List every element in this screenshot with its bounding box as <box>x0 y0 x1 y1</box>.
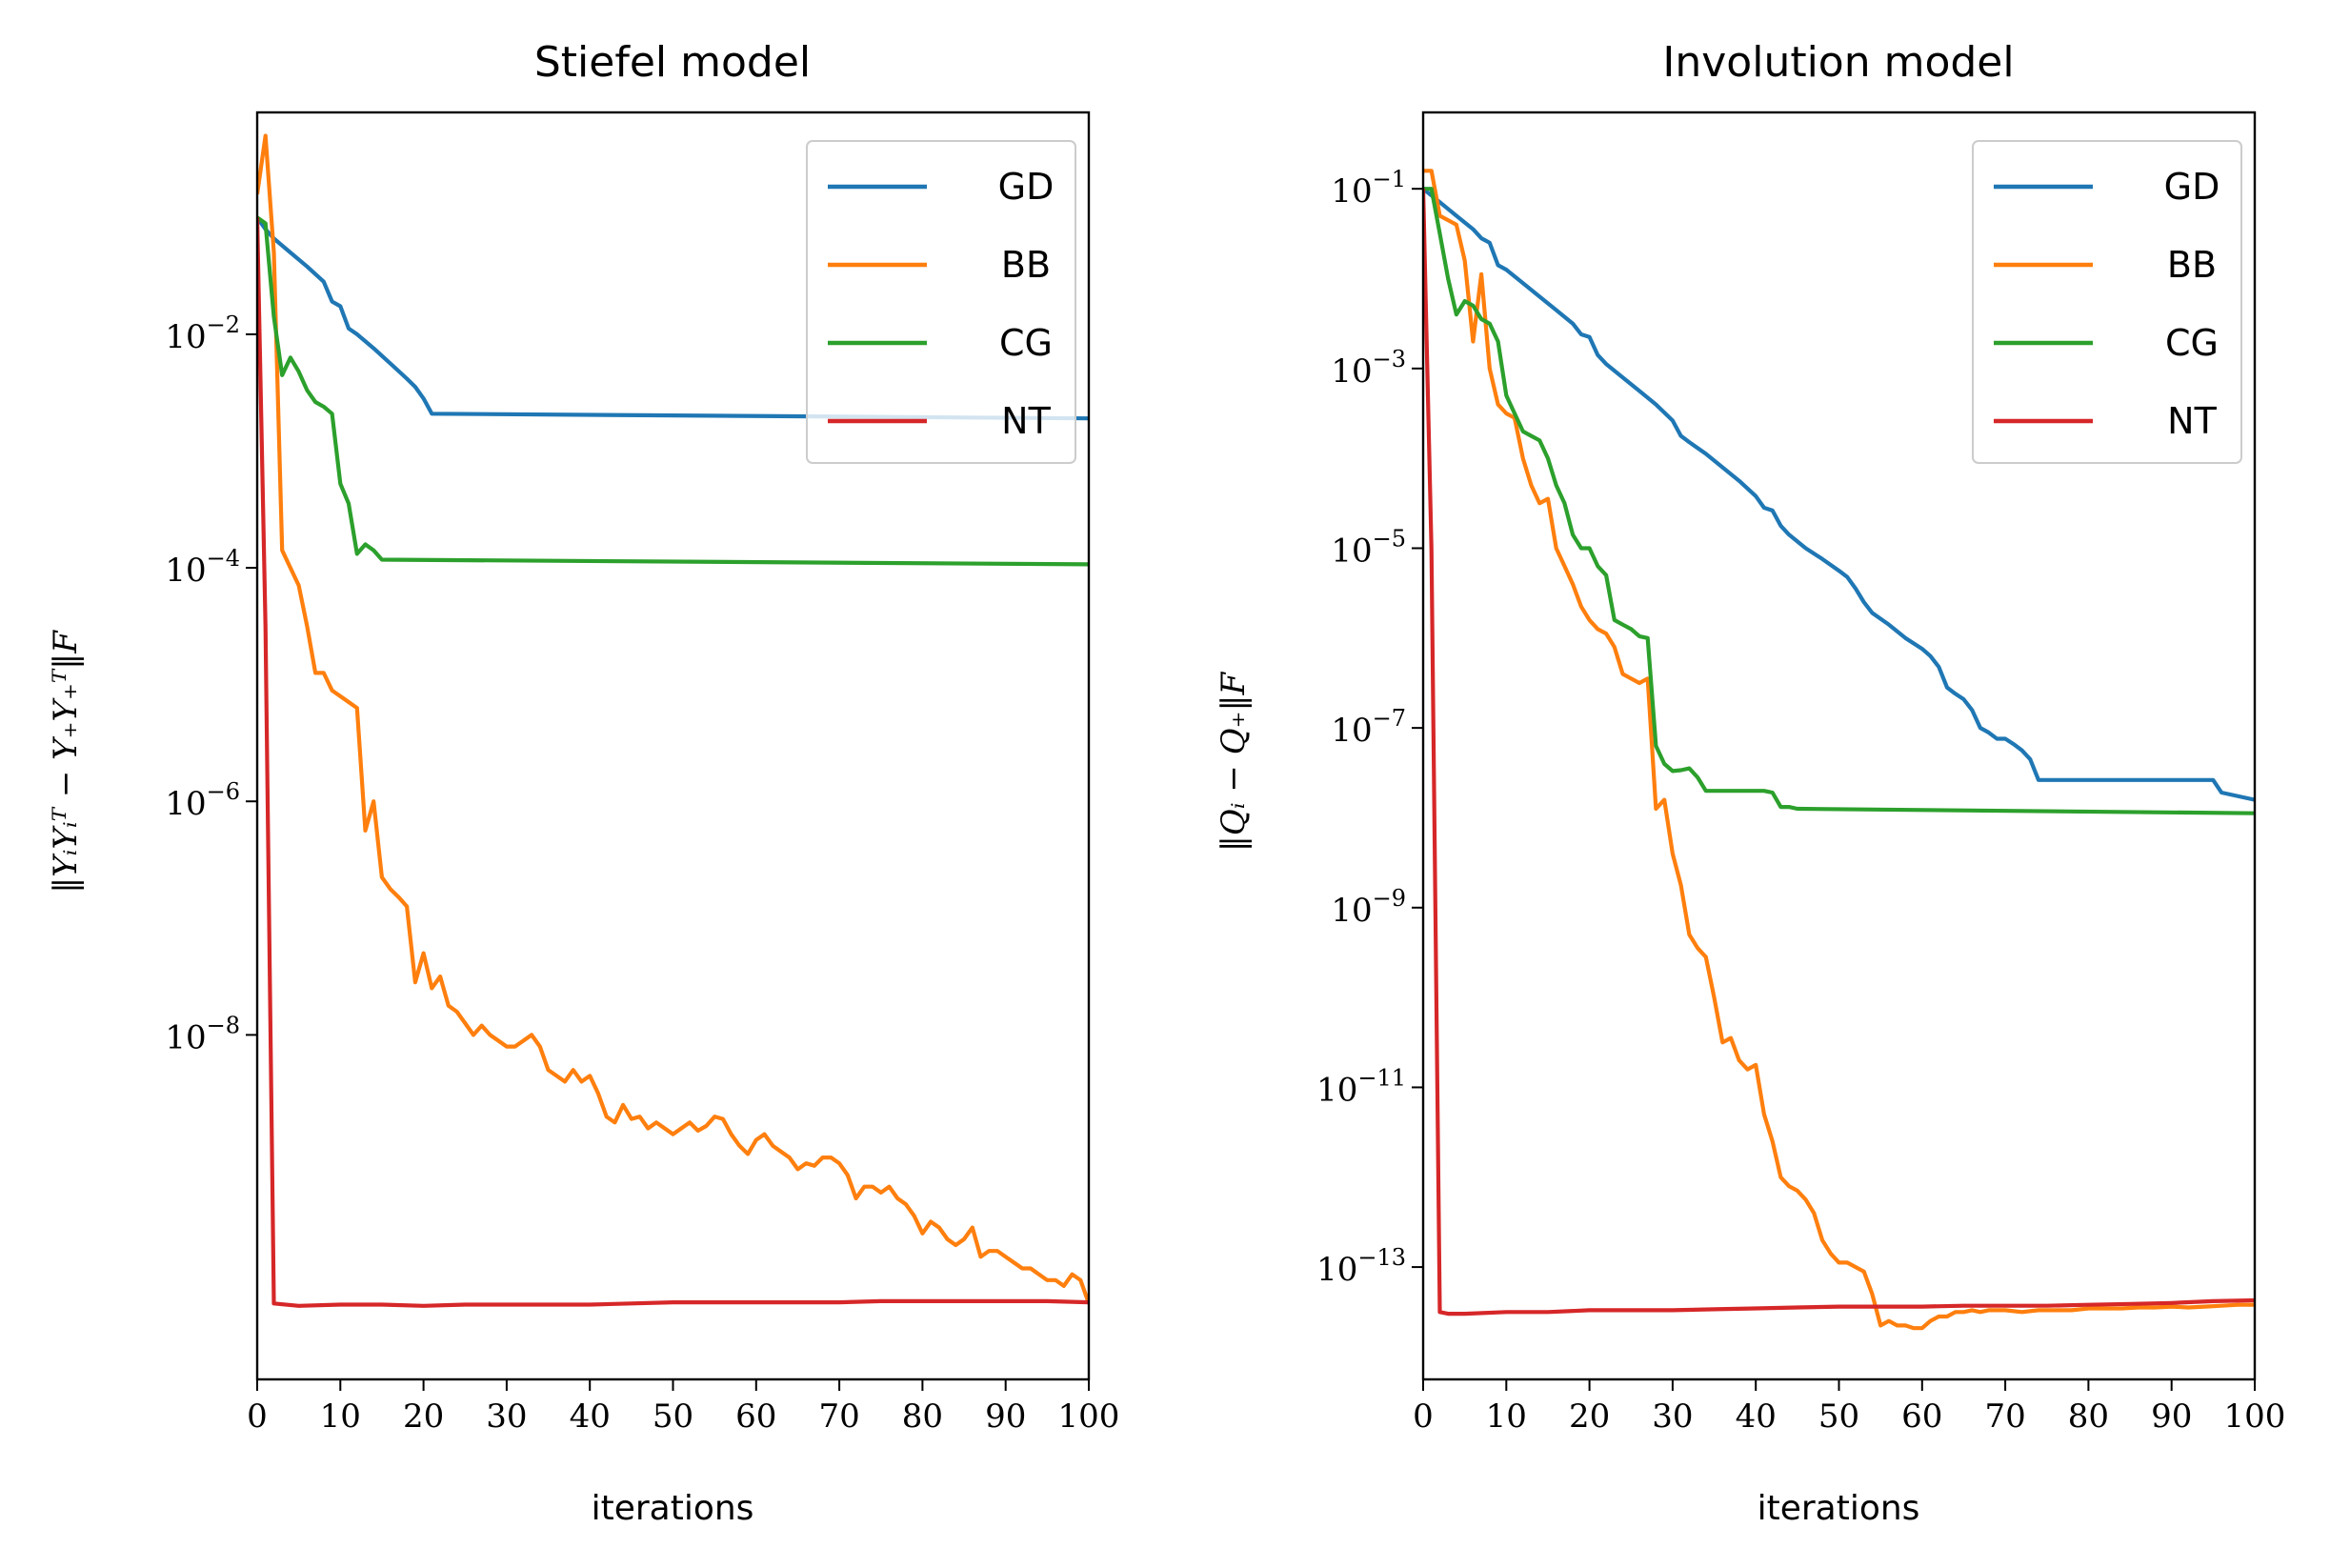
stiefel-xtick-label: 50 <box>653 1397 693 1436</box>
involution-legend-label-gd: GD <box>2164 166 2220 208</box>
involution-xtick-label: 80 <box>2068 1397 2109 1436</box>
stiefel-ytick-label: 10−8 <box>165 1012 240 1056</box>
stiefel-series-gd <box>257 216 1089 421</box>
stiefel-series-nt <box>257 217 1089 1308</box>
stiefel-xlabel: iterations <box>592 1489 754 1528</box>
stiefel-ytick-label: 10−6 <box>165 778 240 823</box>
stiefel-xtick-label: 10 <box>320 1397 361 1436</box>
involution-xtick-label: 90 <box>2151 1397 2192 1436</box>
involution-series-cg <box>1423 187 2255 815</box>
involution-ytick-label: 10−5 <box>1331 525 1406 570</box>
involution-series-bb <box>1423 169 2255 1331</box>
stiefel-legend-label-nt: NT <box>1001 400 1051 442</box>
involution-ytick-label: 10−7 <box>1331 705 1406 750</box>
involution-xtick-label: 0 <box>1413 1397 1434 1436</box>
stiefel-ytick-label: 10−4 <box>165 545 240 590</box>
involution-series-gd <box>1423 187 2255 802</box>
stiefel-xtick-label: 30 <box>486 1397 527 1436</box>
involution-axes-frame <box>1421 111 2257 1381</box>
involution-legend-label-bb: BB <box>2167 244 2217 286</box>
involution-xtick-label: 40 <box>1736 1397 1777 1436</box>
involution-series-nt <box>1423 189 2255 1317</box>
stiefel-axes-frame <box>255 111 1091 1381</box>
involution-xtick-label: 30 <box>1652 1397 1693 1436</box>
involution-legend-label-nt: NT <box>2167 400 2217 442</box>
involution-title: Involution model <box>1662 38 2014 87</box>
involution-ticks: 0 10 20 30 40 50 60 70 80 90 100 10−1 10−3 10−5 10−7 10… <box>1316 166 2285 1436</box>
involution-ytick-label: 10−1 <box>1331 166 1406 211</box>
involution-plot-area <box>1423 169 2255 1331</box>
stiefel-legend-label-bb: BB <box>1001 244 1051 286</box>
stiefel-legend-box <box>806 140 1076 464</box>
stiefel-panel: Stiefel model iterations ‖YᵢYᵢᵀ − Y₊Y₊ᵀ‖… <box>47 38 1119 1528</box>
involution-ytick-label: 10−9 <box>1331 885 1406 930</box>
stiefel-legend-label-cg: CG <box>999 322 1053 364</box>
involution-legend-box <box>1972 140 2242 464</box>
stiefel-xtick-label: 70 <box>818 1397 859 1436</box>
stiefel-series-bb <box>257 133 1089 1305</box>
stiefel-ylabel: ‖YᵢYᵢᵀ − Y₊Y₊ᵀ‖F <box>47 630 85 894</box>
stiefel-xtick-label: 90 <box>985 1397 1026 1436</box>
stiefel-xtick-label: 20 <box>403 1397 444 1436</box>
stiefel-xtick-label: 40 <box>570 1397 611 1436</box>
involution-ylabel: ‖Qᵢ − Q₊‖F <box>1215 671 1253 852</box>
stiefel-xtick-label: 100 <box>1058 1397 1120 1436</box>
involution-xlabel: iterations <box>1758 1489 1920 1528</box>
stiefel-xtick-label: 80 <box>902 1397 943 1436</box>
involution-xtick-label: 50 <box>1818 1397 1859 1436</box>
involution-xtick-label: 100 <box>2224 1397 2286 1436</box>
stiefel-legend-label-gd: GD <box>998 166 1055 208</box>
involution-xtick-label: 60 <box>1901 1397 1942 1436</box>
involution-xtick-label: 10 <box>1486 1397 1527 1436</box>
involution-ytick-label: 10−3 <box>1331 346 1406 391</box>
stiefel-ytick-label: 10−2 <box>165 312 240 356</box>
involution-xtick-label: 20 <box>1569 1397 1610 1436</box>
stiefel-plot-area <box>257 133 1089 1308</box>
stiefel-title: Stiefel model <box>534 38 811 87</box>
involution-legend-label-cg: CG <box>2165 322 2219 364</box>
involution-panel: Involution model iterations ‖Qᵢ − Q₊‖F 0… <box>1215 38 2285 1528</box>
stiefel-xtick-label: 60 <box>735 1397 776 1436</box>
stiefel-legend: GD BB CG NT <box>806 140 1076 464</box>
stiefel-xtick-label: 0 <box>247 1397 268 1436</box>
involution-ytick-label: 10−13 <box>1316 1244 1406 1289</box>
stiefel-ticks: 0 10 20 30 40 50 60 70 80 90 100 10−2 10−4 10−6 10−8 <box>165 312 1119 1436</box>
involution-ytick-label: 10−11 <box>1316 1064 1406 1109</box>
involution-xtick-label: 70 <box>1984 1397 2025 1436</box>
stiefel-series-cg <box>257 215 1089 567</box>
involution-legend: GD BB CG NT <box>1972 140 2242 464</box>
